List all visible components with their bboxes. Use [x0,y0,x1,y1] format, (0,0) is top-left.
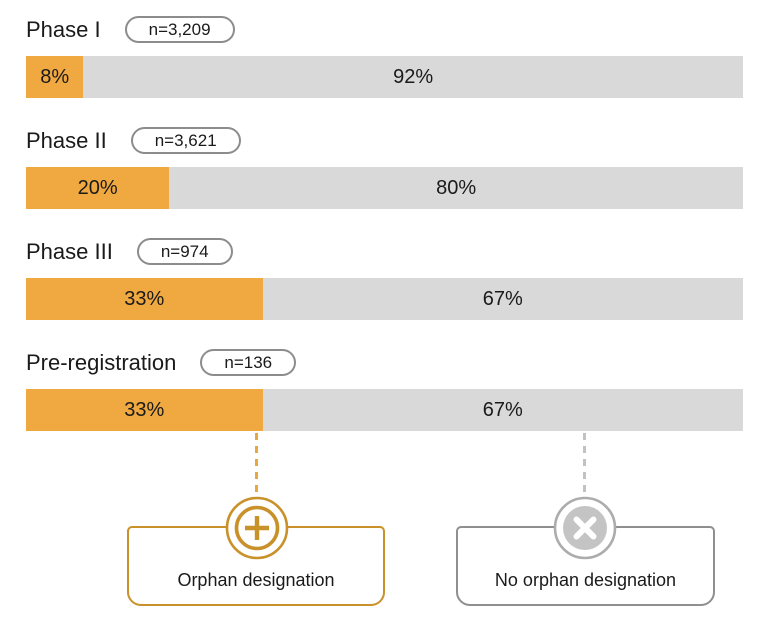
stacked-bar: 33% 67% [26,389,743,431]
orphan-connector-line [255,433,258,495]
phase-label: Phase II [26,128,107,153]
legend-no-orphan-designation: No orphan designation [456,526,715,606]
bar-segment-value: 33% [124,287,165,310]
sample-size-badge: n=974 [136,238,233,265]
x-circle-icon [553,496,617,560]
bar-segment-orphan: 20% [26,167,170,209]
bar-segment-value: 92% [393,65,434,88]
bar-segment-orphan: 33% [26,389,263,431]
bar-segment-value: 67% [482,398,523,421]
phase-row-2: Phase II n=3,621 20% 80% [26,127,743,209]
stacked-bar: 8% 92% [26,56,743,98]
bar-segment-value: 8% [40,65,70,88]
bar-segment-orphan: 33% [26,278,263,320]
bar-segment-no-orphan: 67% [262,278,743,320]
bar-segment-value: 67% [482,287,523,310]
phase-label: Pre-registration [26,350,177,375]
bar-segment-no-orphan: 92% [83,56,743,98]
bar-segment-no-orphan: 80% [169,167,743,209]
phase-header: Phase I n=3,209 [26,16,743,43]
bar-segment-value: 20% [77,176,118,199]
bar-segment-value: 33% [124,398,165,421]
sample-size-badge: n=136 [200,349,297,376]
phase-label: Phase I [26,17,101,42]
legend-label: No orphan designation [494,570,677,590]
plus-circle-icon [225,496,289,560]
phase-row-4: Pre-registration n=136 33% 67% [26,349,743,431]
phase-row-3: Phase III n=974 33% 67% [26,238,743,320]
phase-header: Phase II n=3,621 [26,127,743,154]
phase-label: Phase III [26,239,113,264]
sample-size-badge: n=3,621 [130,127,241,154]
legend-label: Orphan designation [177,570,335,590]
phase-header: Phase III n=974 [26,238,743,265]
bar-segment-no-orphan: 67% [262,389,743,431]
no-orphan-connector-line [583,433,586,495]
bar-segment-value: 80% [436,176,477,199]
stacked-bar: 33% 67% [26,278,743,320]
stacked-bar: 20% 80% [26,167,743,209]
legend-area: Orphan designation No orphan designation [26,431,743,625]
phase-row-1: Phase I n=3,209 8% 92% [26,16,743,98]
bar-segment-orphan: 8% [26,56,84,98]
sample-size-badge: n=3,209 [124,16,235,43]
phase-header: Pre-registration n=136 [26,349,743,376]
